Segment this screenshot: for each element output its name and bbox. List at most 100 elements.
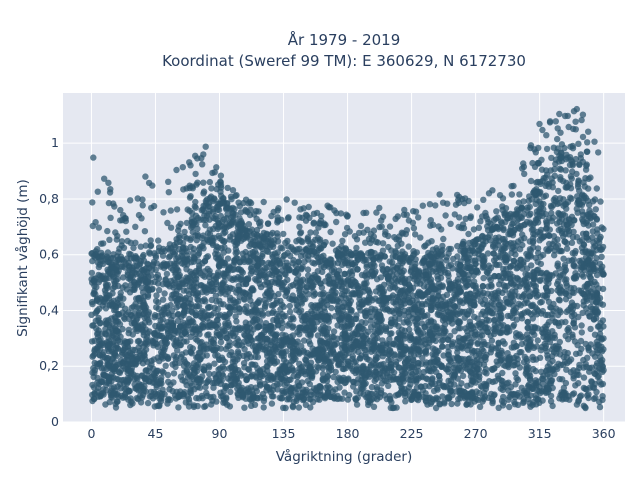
data-point bbox=[360, 297, 368, 304]
data-point bbox=[508, 293, 516, 300]
data-point bbox=[500, 265, 507, 273]
data-point bbox=[548, 209, 555, 217]
data-point bbox=[553, 220, 561, 227]
data-point bbox=[220, 230, 227, 237]
data-point bbox=[318, 310, 325, 317]
data-point bbox=[495, 375, 502, 382]
data-point bbox=[315, 364, 322, 371]
data-point bbox=[479, 300, 487, 308]
data-point bbox=[450, 372, 458, 379]
data-point bbox=[88, 338, 96, 345]
data-point bbox=[520, 358, 528, 366]
data-point bbox=[554, 236, 561, 243]
data-point bbox=[124, 369, 131, 377]
data-point bbox=[498, 314, 505, 322]
data-point bbox=[551, 247, 558, 254]
data-point bbox=[589, 350, 596, 357]
data-point bbox=[415, 300, 422, 308]
data-point bbox=[217, 389, 224, 396]
data-point bbox=[210, 340, 218, 347]
data-point bbox=[549, 179, 556, 186]
data-point bbox=[586, 368, 593, 375]
data-point bbox=[221, 238, 228, 245]
data-point bbox=[225, 319, 232, 326]
data-point bbox=[592, 306, 599, 313]
data-point bbox=[309, 350, 316, 357]
data-point bbox=[301, 321, 308, 328]
data-point bbox=[356, 304, 363, 311]
data-point bbox=[298, 300, 305, 307]
data-point bbox=[560, 233, 567, 240]
data-point bbox=[456, 288, 463, 295]
data-point bbox=[543, 225, 550, 232]
data-point bbox=[202, 287, 209, 294]
data-point bbox=[503, 380, 510, 387]
data-point bbox=[94, 379, 101, 386]
data-point bbox=[521, 221, 529, 228]
data-point bbox=[324, 333, 331, 340]
data-point bbox=[330, 328, 338, 335]
data-point bbox=[420, 368, 428, 376]
data-point bbox=[466, 251, 474, 258]
data-point bbox=[280, 313, 287, 320]
data-point bbox=[287, 386, 295, 393]
data-point bbox=[223, 383, 230, 390]
data-point bbox=[524, 331, 531, 338]
data-point bbox=[148, 361, 155, 368]
data-point bbox=[446, 298, 454, 305]
data-point bbox=[338, 261, 346, 269]
data-point bbox=[447, 377, 455, 384]
data-point bbox=[121, 264, 128, 271]
data-point bbox=[310, 292, 317, 299]
data-point bbox=[301, 258, 308, 265]
data-point bbox=[524, 308, 531, 315]
data-point bbox=[590, 285, 597, 293]
data-point bbox=[140, 322, 147, 330]
data-point bbox=[248, 361, 255, 368]
data-point bbox=[436, 262, 443, 269]
data-point bbox=[442, 365, 449, 372]
data-point bbox=[207, 287, 215, 294]
data-point bbox=[557, 176, 564, 183]
data-point bbox=[327, 261, 334, 268]
data-point bbox=[591, 331, 599, 338]
data-point bbox=[420, 283, 428, 290]
data-point bbox=[415, 367, 422, 375]
data-point bbox=[96, 276, 104, 283]
data-point bbox=[175, 310, 182, 318]
data-point bbox=[205, 273, 213, 281]
data-point bbox=[397, 301, 405, 309]
data-point bbox=[332, 289, 339, 296]
data-point bbox=[363, 263, 370, 271]
data-point bbox=[480, 308, 487, 315]
data-point bbox=[470, 374, 477, 382]
data-point bbox=[277, 366, 284, 373]
data-point bbox=[324, 373, 331, 380]
data-point bbox=[109, 290, 116, 297]
data-point bbox=[462, 364, 469, 371]
data-point bbox=[353, 331, 361, 338]
data-point bbox=[286, 308, 294, 315]
data-point bbox=[490, 330, 498, 338]
data-point bbox=[103, 365, 110, 373]
data-point bbox=[248, 254, 255, 261]
data-point bbox=[576, 361, 583, 369]
data-point bbox=[200, 216, 207, 224]
data-point bbox=[342, 351, 349, 358]
data-point bbox=[338, 355, 345, 363]
data-point bbox=[278, 301, 286, 308]
data-point bbox=[175, 257, 183, 264]
data-point bbox=[379, 266, 386, 273]
data-point bbox=[573, 272, 581, 279]
data-point bbox=[434, 301, 441, 308]
data-point bbox=[155, 305, 162, 312]
data-point bbox=[216, 235, 223, 242]
data-point bbox=[454, 260, 461, 267]
data-point bbox=[512, 381, 519, 388]
data-point bbox=[495, 288, 502, 295]
data-point bbox=[227, 388, 234, 396]
data-point bbox=[587, 269, 594, 276]
data-point bbox=[593, 346, 601, 354]
data-point bbox=[452, 316, 459, 323]
data-point bbox=[263, 387, 270, 394]
